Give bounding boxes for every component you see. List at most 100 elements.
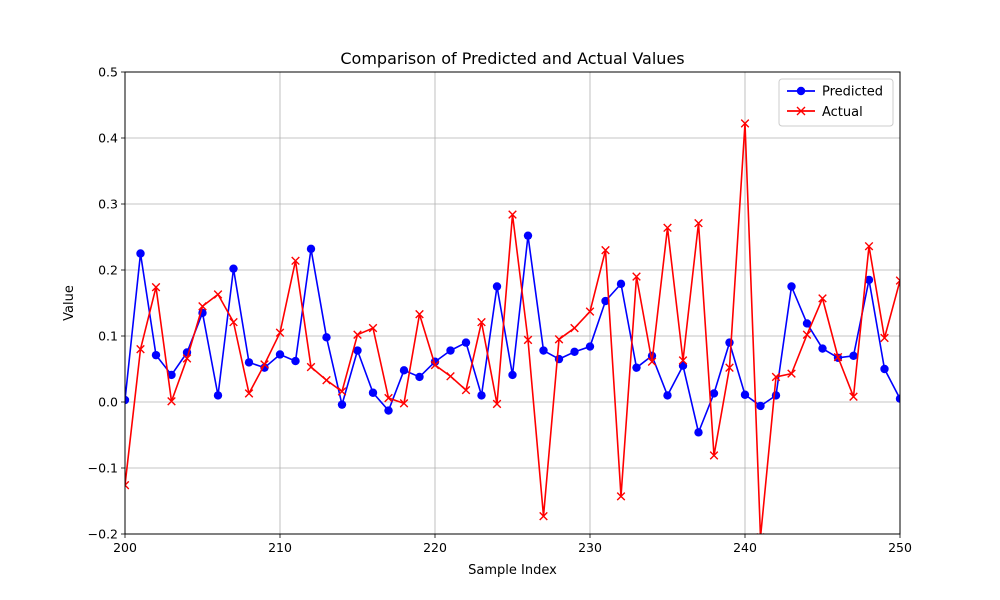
y-tick-label: −0.1 <box>88 461 118 476</box>
predicted-point <box>125 395 130 405</box>
actual-point <box>787 369 796 378</box>
predicted-point <box>880 364 889 374</box>
predicted-point <box>167 370 176 380</box>
actual-point <box>802 330 812 339</box>
legend-actual-label: Actual <box>822 105 863 120</box>
y-tick-label: 0.5 <box>98 65 118 80</box>
x-tick-label: 250 <box>888 540 912 555</box>
actual-point <box>446 371 455 381</box>
actual-point <box>244 389 254 398</box>
actual-point <box>833 352 843 362</box>
actual-point <box>384 393 393 403</box>
actual-point <box>229 317 238 327</box>
legend: Predicted Actual <box>778 78 894 127</box>
predicted-point <box>151 350 161 360</box>
actual-point <box>694 218 703 228</box>
actual-point <box>291 256 300 266</box>
legend-predicted-label: Predicted <box>822 85 883 100</box>
predicted-point <box>275 350 285 359</box>
predicted-point <box>616 279 626 289</box>
predicted-point <box>384 406 393 415</box>
predicted-point <box>477 391 486 400</box>
y-tick-label: 0.0 <box>98 395 118 410</box>
predicted-point <box>523 231 533 240</box>
x-axis-label: Sample Index <box>468 563 557 578</box>
actual-point <box>771 372 781 382</box>
actual-point <box>663 223 672 233</box>
actual-point <box>632 272 641 281</box>
predicted-point <box>771 391 781 400</box>
actual-point <box>647 357 657 367</box>
y-tick-label: 0.3 <box>98 197 118 212</box>
predicted-point <box>849 351 858 360</box>
series-layer <box>125 119 900 534</box>
predicted-point <box>601 296 610 306</box>
actual-point <box>461 385 471 395</box>
predicted-point <box>570 347 579 357</box>
actual-point <box>585 307 595 316</box>
predicted-point <box>663 391 672 400</box>
predicted-point <box>864 275 874 285</box>
actual-point <box>275 328 285 337</box>
actual-point <box>415 309 424 319</box>
actual-point <box>818 294 827 303</box>
actual-point <box>740 119 750 128</box>
predicted-point <box>678 361 688 370</box>
actual-point <box>430 360 440 370</box>
predicted-point <box>756 401 765 411</box>
predicted-point <box>291 356 300 366</box>
actual-point <box>125 480 130 490</box>
actual-point <box>260 360 269 369</box>
actual-point <box>477 317 486 327</box>
predicted-point <box>415 372 424 382</box>
legend-actual-marker <box>796 106 806 116</box>
predicted-point <box>818 344 827 353</box>
actual-point <box>864 241 874 251</box>
actual-point <box>601 245 610 255</box>
actual-point <box>895 276 900 285</box>
predicted-point <box>213 391 223 400</box>
actual-point <box>539 511 548 521</box>
predicted-point <box>585 342 595 351</box>
x-tick-label: 200 <box>113 540 137 555</box>
legend-predicted-marker <box>796 86 806 96</box>
predicted-point <box>461 338 471 347</box>
actual-point <box>508 210 517 219</box>
actual-point <box>337 387 347 396</box>
predicted-point <box>337 400 347 409</box>
predicted-point <box>694 428 703 437</box>
actual-point <box>554 335 564 344</box>
y-axis-label: Value <box>62 285 77 321</box>
x-tick-label: 220 <box>423 540 447 555</box>
predicted-point <box>353 346 362 355</box>
predicted-point <box>895 394 900 403</box>
predicted-point <box>508 370 517 380</box>
actual-point <box>368 323 378 333</box>
predicted-point <box>229 264 238 273</box>
predicted-point <box>306 244 316 254</box>
predicted-point <box>740 390 750 399</box>
actual-point <box>136 344 145 354</box>
plot-area-frame <box>124 71 901 535</box>
predicted-point <box>554 354 564 364</box>
predicted-point <box>802 319 812 328</box>
actual-point <box>570 323 579 333</box>
actual-series <box>125 119 900 534</box>
predicted-point <box>136 249 145 258</box>
predicted-point <box>399 366 409 375</box>
predicted-point <box>368 388 378 397</box>
x-tick-label: 230 <box>578 540 602 555</box>
predicted-point <box>787 282 796 291</box>
actual-point <box>306 362 316 372</box>
actual-point <box>322 375 331 385</box>
actual-point <box>880 333 889 343</box>
predicted-point <box>244 358 254 367</box>
actual-point <box>678 356 688 365</box>
predicted-point <box>539 346 548 355</box>
actual-point <box>167 397 176 406</box>
predicted-point <box>709 389 719 398</box>
actual-point <box>399 399 409 408</box>
y-tick-label: −0.2 <box>88 527 118 542</box>
actual-point <box>151 282 161 292</box>
